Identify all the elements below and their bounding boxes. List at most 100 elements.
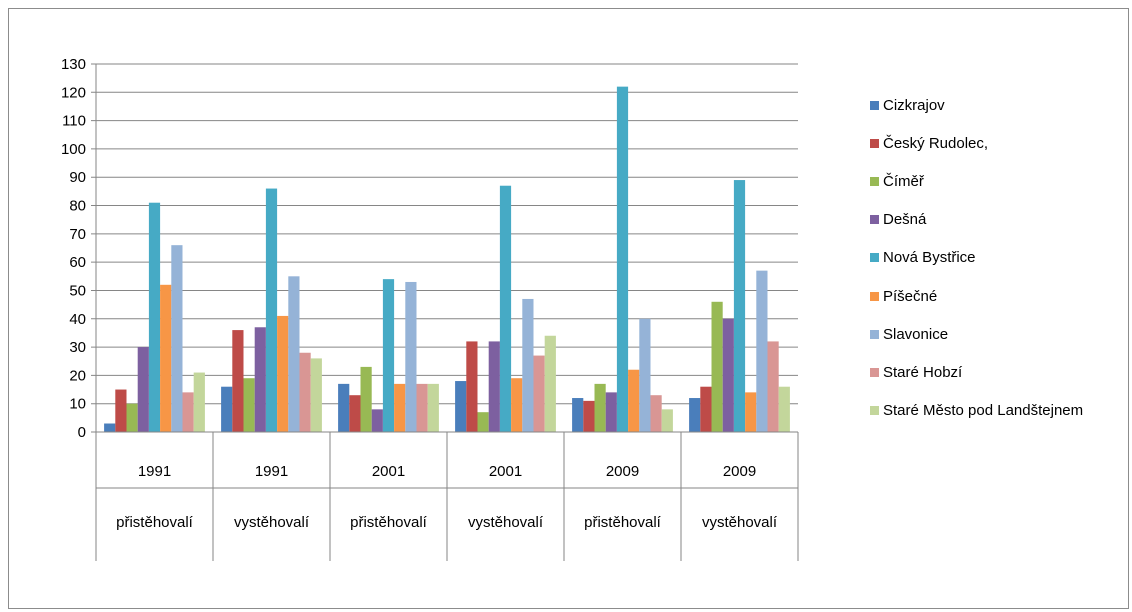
- bar: [544, 335, 556, 432]
- bar: [722, 318, 734, 432]
- legend-item: Český Rudolec,: [870, 133, 988, 153]
- bar: [137, 347, 149, 432]
- bar: [499, 185, 512, 432]
- bar: [265, 188, 278, 432]
- bar: [511, 378, 523, 432]
- bar: [522, 298, 534, 432]
- legend-label: Dešná: [883, 211, 927, 229]
- y-tick-label: 120: [61, 84, 86, 101]
- bar: [115, 389, 127, 432]
- y-tick-label: 110: [62, 113, 86, 130]
- legend-item: Staré Hobzí: [870, 362, 962, 382]
- bar: [628, 369, 640, 432]
- legend-swatch: [870, 215, 879, 225]
- bar: [572, 398, 584, 432]
- legend-label: Staré Hobzí: [883, 363, 963, 381]
- bar: [488, 341, 500, 432]
- legend-item: Staré Město pod Landštejnem: [870, 401, 1083, 421]
- x-tick-year: 2009: [606, 463, 639, 480]
- y-tick-label: 10: [69, 396, 86, 413]
- x-tick-kind: vystěhovalí: [234, 514, 310, 531]
- bar: [371, 409, 383, 432]
- legend-label: Píšečné: [883, 287, 938, 305]
- bar: [745, 392, 757, 432]
- bar: [756, 270, 768, 432]
- x-tick-year: 1991: [138, 463, 171, 480]
- x-tick-year: 2001: [489, 463, 522, 480]
- legend-item: Slavonice: [870, 324, 948, 344]
- x-tick-year: 1991: [255, 463, 288, 480]
- x-tick-kind: vystěhovalí: [702, 514, 778, 531]
- y-tick-label: 130: [61, 56, 86, 73]
- bar: [605, 392, 617, 432]
- legend-label: Slavonice: [883, 325, 949, 343]
- bar: [277, 315, 289, 432]
- bar: [767, 341, 779, 432]
- legend-label: Cizkrajov: [883, 96, 945, 114]
- bar: [405, 281, 417, 432]
- y-tick-label: 80: [69, 198, 86, 215]
- y-tick-label: 50: [69, 282, 86, 299]
- bar: [700, 386, 712, 432]
- legend-item: Nová Bystřice: [870, 248, 976, 268]
- x-tick-kind: přistěhovalí: [350, 514, 428, 531]
- y-tick-label: 70: [69, 226, 86, 243]
- bar: [193, 372, 205, 432]
- y-tick-label: 100: [61, 141, 86, 158]
- bar: [394, 383, 406, 432]
- x-tick-kind: přistěhovalí: [116, 514, 194, 531]
- bar: [594, 383, 606, 432]
- chart-frame: 0 10 20 30 40 50 60 70 80 90 100 110 120 130 1991 přist…: [8, 8, 1129, 609]
- bar: [104, 423, 116, 432]
- legend-label: Nová Bystřice: [883, 249, 976, 267]
- legend-swatch: [870, 138, 879, 148]
- x-tick-year: 2009: [723, 463, 756, 480]
- bar: [455, 381, 467, 432]
- y-tick-label: 30: [69, 339, 86, 356]
- legend-item: Píšečné: [870, 286, 937, 306]
- bar: [349, 395, 361, 432]
- bar: [689, 398, 701, 432]
- bar: [616, 86, 629, 433]
- y-tick-label: 60: [69, 254, 86, 271]
- bar: [382, 279, 395, 432]
- legend-swatch: [870, 367, 879, 377]
- bar: [416, 383, 428, 432]
- legend-item: Číměř: [870, 171, 924, 191]
- x-tick-kind: přistěhovalí: [584, 514, 662, 531]
- legend-swatch: [870, 406, 879, 416]
- bar: [427, 383, 439, 432]
- bar-chart: 0 10 20 30 40 50 60 70 80 90 100 110 120 130 1991 přist…: [61, 56, 799, 561]
- bar: [299, 352, 311, 432]
- bar: [126, 403, 138, 432]
- legend-swatch: [870, 176, 879, 186]
- legend-item: Dešná: [870, 210, 926, 230]
- legend-label: Číměř: [883, 172, 924, 190]
- bar: [232, 330, 244, 432]
- legend-swatch: [870, 291, 879, 301]
- bar: [160, 284, 172, 432]
- bar: [639, 318, 651, 432]
- legend-label: Český Rudolec,: [883, 134, 989, 152]
- y-tick-label: 90: [69, 169, 86, 186]
- bar: [338, 383, 350, 432]
- bar: [254, 327, 266, 432]
- bar: [477, 412, 489, 432]
- bar: [310, 358, 322, 432]
- y-tick-label: 40: [69, 311, 86, 328]
- bar: [778, 386, 790, 432]
- bar: [148, 202, 161, 432]
- bar: [711, 301, 723, 432]
- bar: [583, 400, 595, 432]
- bar: [288, 276, 300, 432]
- bar: [466, 341, 478, 432]
- bar: [171, 245, 183, 432]
- bar: [221, 386, 233, 432]
- bar: [182, 392, 194, 432]
- legend-swatch: [870, 253, 879, 263]
- bar: [243, 378, 255, 432]
- y-tick-label: 20: [69, 367, 86, 384]
- bar: [360, 366, 372, 432]
- x-tick-year: 2001: [372, 463, 405, 480]
- legend-swatch: [870, 329, 879, 339]
